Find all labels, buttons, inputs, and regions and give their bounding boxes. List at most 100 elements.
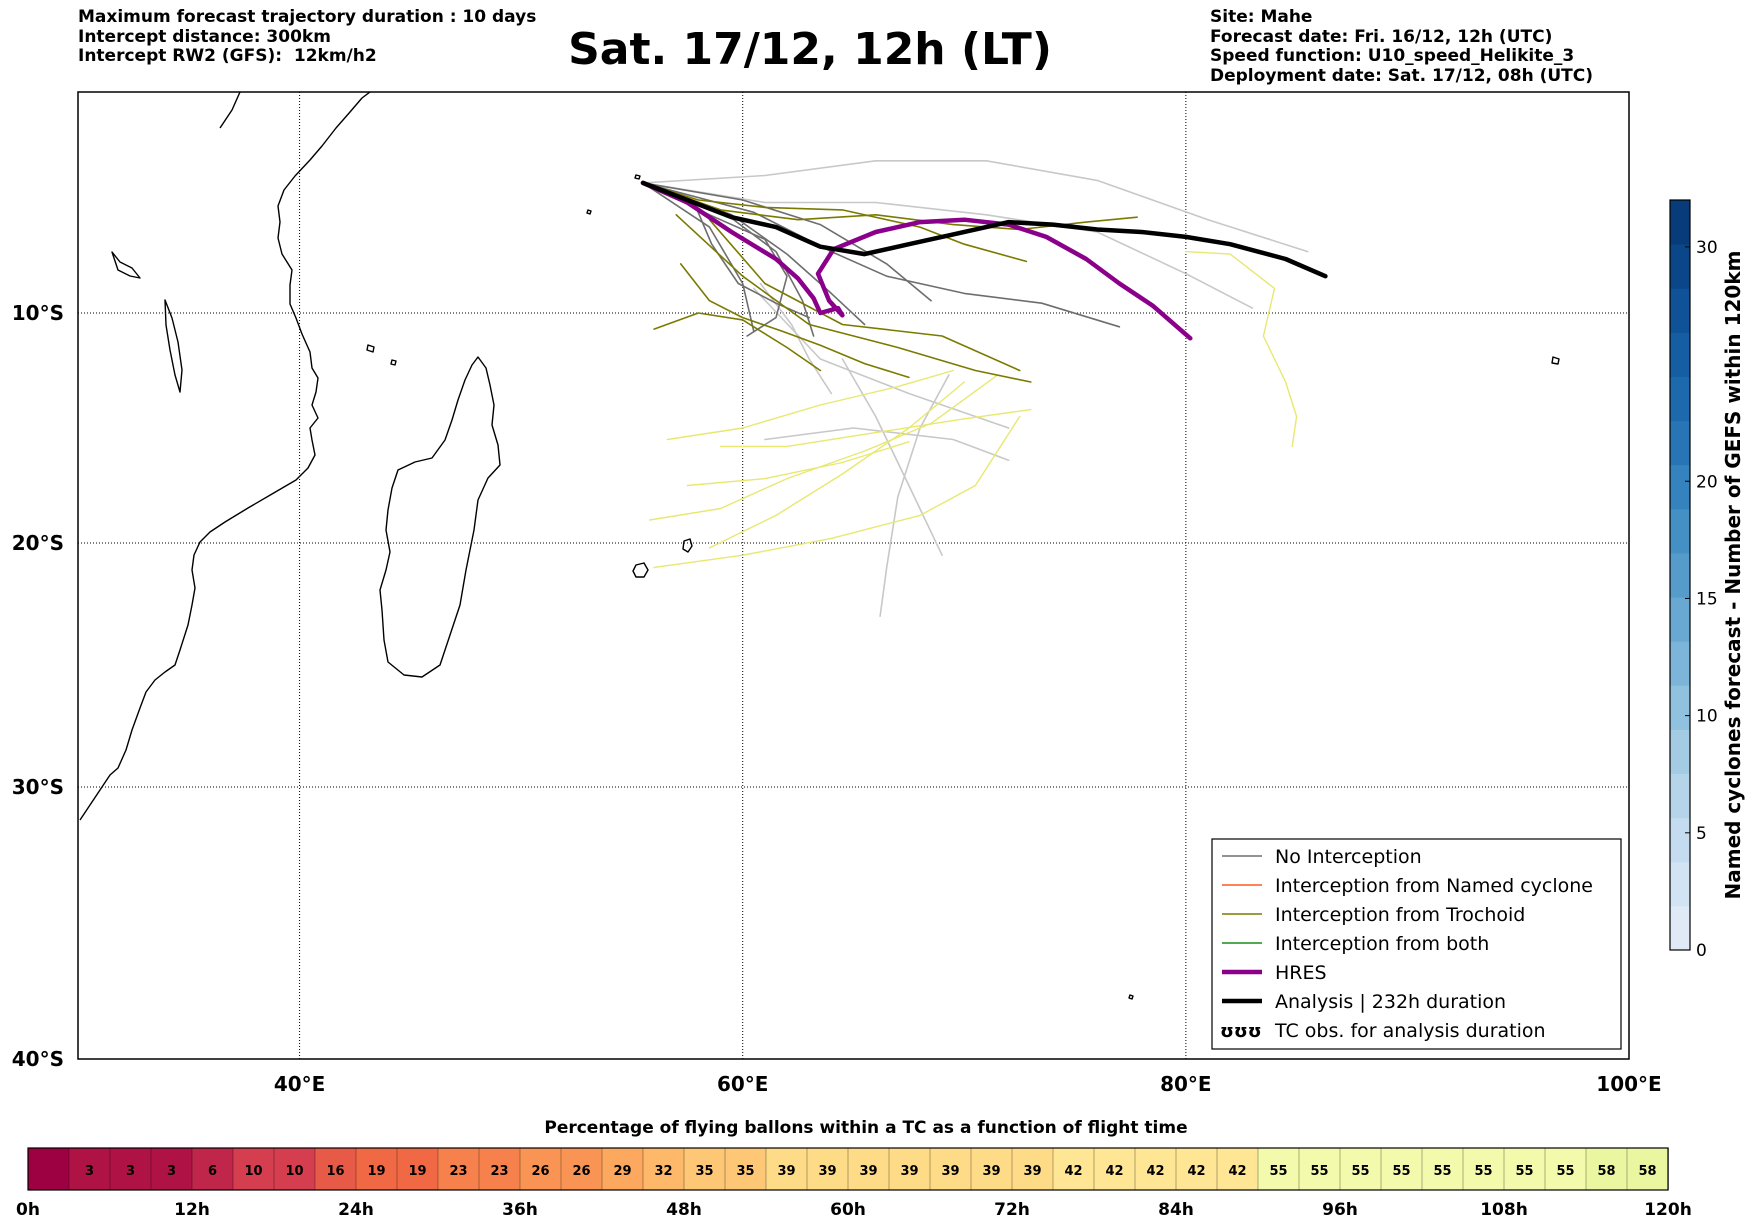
strip-ticks: 0h 12h 24h 36h 48h 60h 72h 84h 96h 108h 120h <box>16 1200 1692 1220</box>
strip-value-label: 35 <box>695 1164 713 1179</box>
strip-value-label: 55 <box>1474 1164 1492 1179</box>
settings-line-duration: Maximum forecast trajectory duration : 1… <box>78 7 537 27</box>
olive-track <box>653 312 822 372</box>
colorbar-cell <box>1670 464 1690 510</box>
strip-cell <box>232 1147 275 1191</box>
colorbar-cell <box>1670 420 1690 466</box>
colorbar-cell <box>1670 288 1690 333</box>
strip-cell <box>970 1147 1013 1191</box>
colorbar-cell <box>1670 729 1690 775</box>
strip-cell <box>437 1147 480 1191</box>
strip-value-label: 39 <box>941 1164 959 1179</box>
strip-cell <box>314 1147 357 1191</box>
legend-label: Interception from both <box>1275 933 1489 955</box>
legend-label: Interception from Named cyclone <box>1275 875 1593 897</box>
strip-cell <box>1298 1147 1341 1191</box>
reunion-island <box>632 562 649 578</box>
colorbar-cell <box>1670 508 1690 554</box>
olive-track <box>642 182 1138 231</box>
strip-cell <box>1011 1147 1054 1191</box>
strip-value-label: 42 <box>1228 1164 1246 1179</box>
strip-cell <box>191 1147 234 1191</box>
strip-cell <box>1175 1147 1218 1191</box>
analysis-track <box>640 180 1328 279</box>
yellow-track <box>719 408 1032 448</box>
strip-value-label: 55 <box>1556 1164 1574 1179</box>
colorbar-cell <box>1670 332 1690 377</box>
lat-tick-label: 20°S <box>12 531 64 555</box>
strip-value-label: 55 <box>1310 1164 1328 1179</box>
strip-cell <box>847 1147 890 1191</box>
colorbar-cell <box>1670 861 1690 907</box>
strip-value-label: 23 <box>490 1164 508 1179</box>
colorbar-cell <box>1670 773 1690 819</box>
deployment-date-line: Deployment date: Sat. 17/12, 08h (UTC) <box>1210 65 1594 86</box>
strip-tick-label: 72h <box>994 1200 1030 1220</box>
colorbar-cell <box>1670 376 1690 422</box>
strip-frame <box>27 1147 1669 1191</box>
legend-label: Interception from Trochoid <box>1275 904 1525 926</box>
strip-value-label: 42 <box>1064 1164 1082 1179</box>
trajectory-tracks <box>640 160 1328 618</box>
speed-function-line: Speed function: U10_speed_Helikite_3 <box>1210 46 1575 66</box>
strip-value-label: 39 <box>1023 1164 1041 1179</box>
strip-tick-label: 84h <box>1158 1200 1194 1220</box>
lake-shore-1 <box>164 299 183 393</box>
yellow-track <box>666 369 954 441</box>
strip-cell <box>1257 1147 1300 1191</box>
strip-tick-label: 36h <box>502 1200 538 1220</box>
strip-value-label: 19 <box>367 1164 385 1179</box>
lake-shore-2 <box>111 251 141 279</box>
strip-value-label: 55 <box>1433 1164 1451 1179</box>
light-grey-track <box>841 358 943 557</box>
olive-track <box>708 218 1021 372</box>
madagascar-outline <box>379 356 501 678</box>
strip-value-label: 35 <box>736 1164 754 1179</box>
strip-value-label: 39 <box>900 1164 918 1179</box>
coastlines <box>79 92 1560 1000</box>
colorbar-ticks: 0 5 10 15 20 30 <box>1685 238 1718 961</box>
strip-value-label: 55 <box>1515 1164 1533 1179</box>
strip-value-label: 3 <box>85 1164 94 1179</box>
strip-tick-label: 60h <box>830 1200 866 1220</box>
legend-entries: No Interception Interception from Named c… <box>1220 846 1593 1042</box>
colorbar-cell <box>1670 597 1690 642</box>
strip-cell <box>601 1147 644 1191</box>
lat-tick-label: 40°S <box>12 1047 64 1071</box>
legend: No Interception Interception from Named c… <box>1211 838 1622 1050</box>
strip-value-label: 39 <box>859 1164 877 1179</box>
colorbar-frame <box>1669 199 1691 951</box>
strip-tick-label: 108h <box>1480 1200 1528 1220</box>
strip-value-label: 10 <box>285 1164 303 1179</box>
strip-value-label: 55 <box>1392 1164 1410 1179</box>
olive-track <box>642 182 1028 263</box>
colorbar-tick-label: 30 <box>1696 238 1718 258</box>
light-grey-track <box>752 287 1010 429</box>
hres-track <box>640 180 1193 341</box>
site-info-block: Site: Mahe Forecast date: Fri. 16/12, 12… <box>1210 7 1594 86</box>
colorbar-tick-label: 15 <box>1696 589 1718 609</box>
strip-cell <box>1503 1147 1546 1191</box>
lon-tick-label: 60°E <box>717 1072 769 1096</box>
settings-line-rw2: Intercept RW2 (GFS): 12km/h2 <box>78 46 377 66</box>
lon-tick-label: 100°E <box>1596 1072 1661 1096</box>
colorbar-tick-label: 10 <box>1696 707 1718 727</box>
legend-label: No Interception <box>1275 846 1422 868</box>
grey-track <box>642 182 755 333</box>
strip-cell <box>1462 1147 1505 1191</box>
legend-box <box>1211 838 1622 1050</box>
strip-value-label: 55 <box>1351 1164 1369 1179</box>
strip-cell <box>724 1147 767 1191</box>
strip-value-label: 29 <box>613 1164 631 1179</box>
olive-track <box>675 214 1032 383</box>
yellow-track <box>686 441 910 487</box>
strip-value-label: 3 <box>126 1164 135 1179</box>
chart-title: Sat. 17/12, 12h (LT) <box>568 24 1052 75</box>
site-line: Site: Mahe <box>1210 7 1313 27</box>
strip-value-label: 16 <box>326 1164 344 1179</box>
colorbar-tick-label: 20 <box>1696 472 1718 492</box>
settings-line-distance: Intercept distance: 300km <box>78 26 331 47</box>
colorbar-cell <box>1670 552 1690 598</box>
strip-value-label: 39 <box>777 1164 795 1179</box>
